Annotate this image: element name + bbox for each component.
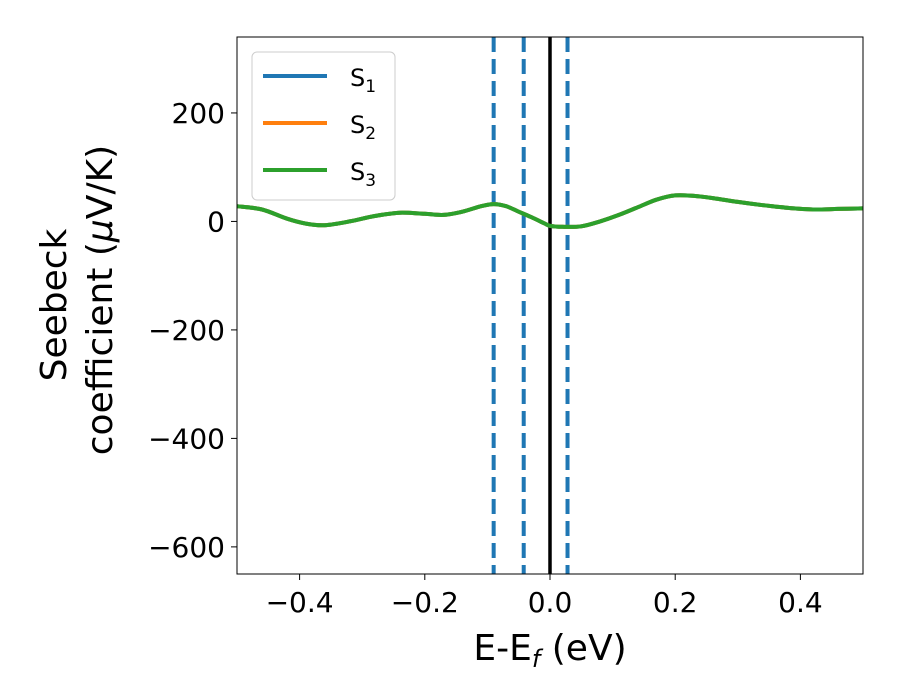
x-tick-label: −0.4 [266, 586, 334, 619]
x-tick-label: −0.2 [391, 586, 459, 619]
x-axis-title: E-Ef (eV) [473, 628, 626, 673]
y-tick-label: −200 [148, 314, 225, 347]
y-axis-ticks: 200 0 −200 −400 −600 [148, 97, 237, 564]
x-tick-label: 0.0 [528, 586, 573, 619]
series-line-s3 [236, 193, 864, 229]
series-lines [236, 193, 864, 229]
vertical-lines [491, 37, 570, 574]
x-tick-label: 0.4 [778, 586, 823, 619]
x-axis-ticks: −0.4 −0.2 0.0 0.2 0.4 [266, 574, 823, 619]
x-tick-label: 0.2 [653, 586, 698, 619]
y-tick-label: −400 [148, 422, 225, 455]
y-axis-title-line1: Seebeck [34, 228, 75, 381]
y-tick-label: 0 [207, 205, 225, 238]
y-axis-title-line2: coefficient (μV/K) [80, 145, 121, 455]
legend-label-s1: S1 [350, 64, 376, 97]
legend-label-s3: S3 [350, 158, 376, 191]
legend-box [251, 51, 396, 201]
y-tick-label: −600 [148, 531, 225, 564]
y-axis-title: Seebeck coefficient (μV/K) [34, 145, 121, 455]
legend: S1 S2 S3 [251, 51, 396, 201]
legend-label-s2: S2 [350, 111, 376, 144]
y-tick-label: 200 [172, 97, 225, 130]
